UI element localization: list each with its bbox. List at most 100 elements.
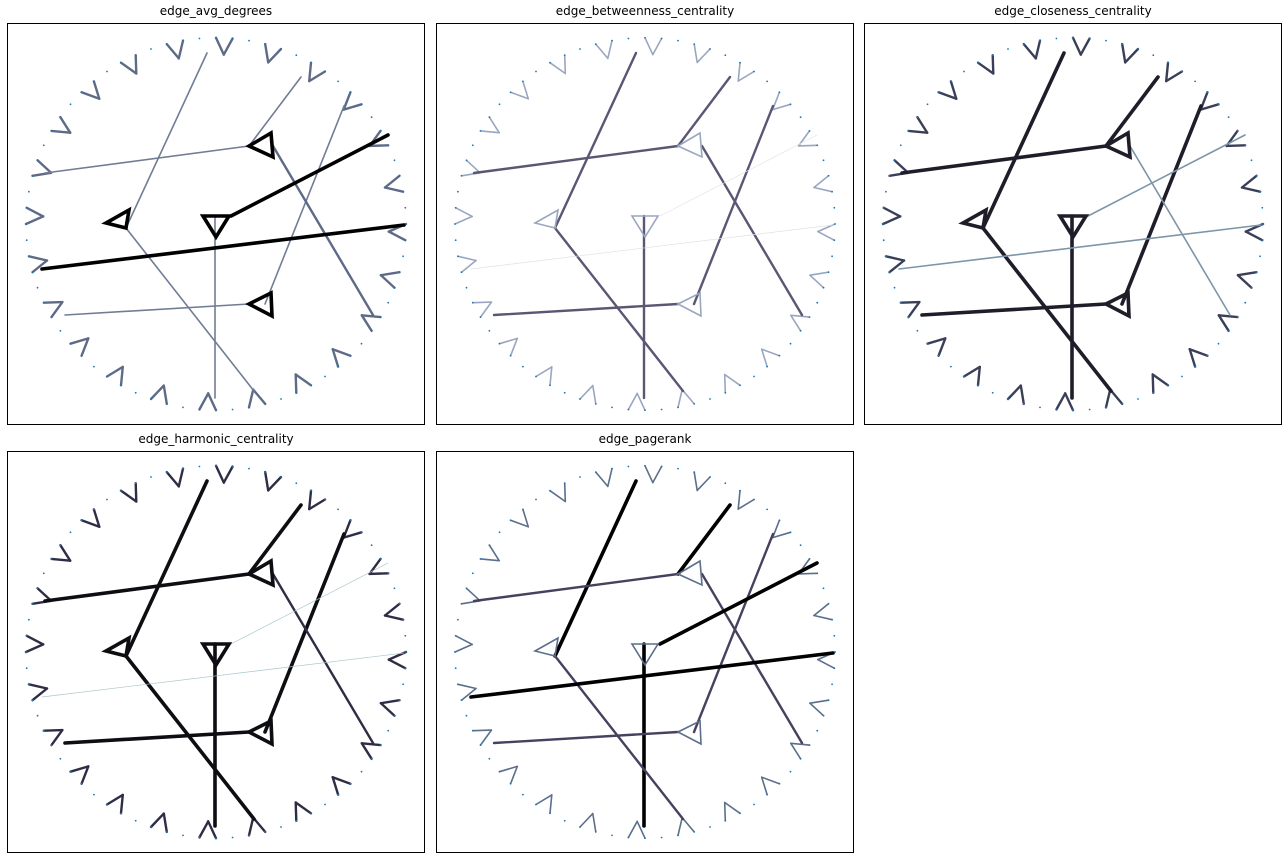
pendant-edge [789, 742, 811, 746]
pendant-edge [27, 683, 49, 690]
graph-node [916, 329, 919, 332]
pendant-edge [222, 37, 234, 56]
pendant-edge [789, 314, 802, 332]
graph-node [488, 116, 491, 119]
graph-node [398, 699, 401, 702]
graph-node [808, 130, 811, 132]
graph-node [150, 476, 152, 478]
graph-node [370, 757, 373, 760]
graph-node [488, 544, 491, 547]
pendant-edge [264, 42, 270, 64]
graph-node [465, 159, 468, 162]
graph-node [479, 744, 482, 746]
graph-node [644, 464, 646, 467]
graph-node [888, 174, 891, 177]
pendant-edge [360, 742, 382, 747]
cluster-triangle [245, 718, 274, 748]
pendant-edge [69, 765, 90, 773]
graph-edge [659, 134, 818, 217]
graph-node [349, 354, 352, 357]
graph-node [360, 770, 363, 773]
graph-node [816, 144, 819, 147]
pendant-edge [636, 820, 646, 840]
pendant-edge [907, 300, 921, 319]
graph-node [1244, 144, 1247, 147]
pendant-edge [1071, 36, 1083, 56]
graph-node [379, 316, 382, 318]
pendant-edge [1244, 230, 1264, 242]
graph-node [454, 634, 457, 637]
graph-node [25, 223, 27, 225]
pendant-edge [488, 116, 501, 134]
pendant-edge [294, 373, 298, 394]
graph-node [1255, 271, 1258, 274]
graph-node [405, 651, 407, 653]
pendant-edge [50, 557, 72, 562]
pendant-edge [723, 801, 727, 822]
pendant-edge [80, 765, 90, 785]
pendant-edge [1151, 373, 1170, 387]
graph-node [831, 190, 833, 193]
graph-edge [472, 572, 680, 603]
pendant-edge [105, 365, 125, 378]
pendant-edge [607, 39, 613, 60]
graph-edge [41, 652, 405, 698]
graph-node [822, 159, 825, 162]
pendant-edge [387, 658, 407, 670]
cluster-triangle [676, 719, 702, 746]
graph-node [106, 70, 108, 73]
graph-edge [900, 144, 1108, 175]
graph-node [370, 544, 373, 547]
graph-node [80, 519, 83, 522]
pendant-edge [907, 129, 929, 134]
pendant-edge [80, 337, 90, 357]
cluster-layer [958, 129, 1133, 320]
pendant-edge [42, 728, 64, 732]
pendant-edge-layer [24, 464, 408, 840]
pendant-edge [80, 91, 101, 101]
graph-node [324, 498, 326, 501]
graph-node [393, 587, 396, 590]
pendant-edge [760, 348, 781, 357]
graph-node [1039, 39, 1041, 42]
graph-node [1259, 255, 1261, 258]
graph-node [1137, 48, 1139, 50]
graph-node [1244, 301, 1247, 304]
graph-node [69, 103, 72, 106]
pendant-edge [813, 614, 833, 621]
pendant-edge [509, 91, 530, 100]
graph-node [50, 130, 53, 132]
graph-node [834, 223, 836, 225]
graph-node [739, 384, 741, 387]
pendant-edge [31, 687, 49, 702]
cluster-triangle [532, 636, 560, 657]
graph-edge [124, 479, 209, 658]
cluster-triangle [101, 634, 132, 659]
graph-edge [40, 223, 406, 271]
pendant-edge [693, 43, 699, 64]
graph-node [150, 48, 152, 50]
graph-node [165, 471, 168, 473]
pendant-edge [681, 816, 696, 833]
pendant-edge [696, 476, 711, 492]
pendant-edge [809, 702, 825, 717]
pendant-edge [479, 729, 493, 746]
pendant-edge [24, 215, 45, 226]
graph-node [324, 803, 326, 806]
graph-edge [553, 479, 638, 658]
graph-node [963, 70, 965, 73]
pendant-edge [198, 392, 210, 411]
cluster-triangle [1056, 214, 1090, 241]
graph-node [1194, 80, 1196, 83]
pendant-edge [294, 373, 313, 387]
pendant-edge [1225, 144, 1247, 148]
pendant-edge [331, 776, 352, 785]
graph-node [31, 602, 34, 605]
graph-node [611, 467, 613, 470]
panel-edge-betweenness-centrality: edge_betweenness_centrality [436, 4, 854, 425]
graph-node [42, 144, 45, 147]
graph-node [822, 286, 825, 289]
pendant-edge [488, 544, 501, 562]
graph-node [522, 793, 524, 796]
graph-node [310, 812, 312, 815]
